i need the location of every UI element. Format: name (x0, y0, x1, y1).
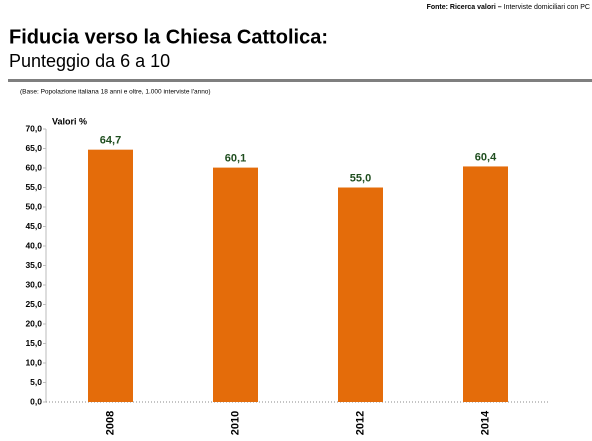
y-tick-label: 65,0 (25, 143, 42, 153)
y-axis-label: Valori % (52, 116, 87, 126)
value-label: 60,4 (475, 151, 497, 163)
y-tick-label: 70,0 (25, 123, 42, 133)
y-tick-label: 35,0 (25, 260, 42, 270)
source-text: Interviste domiciliari con PC (504, 4, 590, 11)
y-tick-label: 15,0 (25, 338, 42, 348)
chart: Fonte: Ricerca valori – Interviste domic… (0, 0, 592, 441)
y-tick-label: 25,0 (25, 299, 42, 309)
y-tick-label: 55,0 (25, 182, 42, 192)
y-tick-label: 5,0 (30, 377, 42, 387)
value-label: 60,1 (225, 153, 246, 165)
y-tick-label: 30,0 (25, 279, 42, 289)
x-tick-label: 2008 (104, 411, 116, 435)
bar (213, 168, 258, 402)
x-tick-label: 2014 (479, 410, 491, 435)
separator (8, 79, 592, 82)
x-tick-label: 2010 (229, 411, 241, 435)
y-tick-label: 0,0 (30, 396, 42, 406)
x-tick-label: 2012 (354, 411, 366, 435)
y-tick-label: 40,0 (25, 240, 42, 250)
value-label: 64,7 (100, 135, 121, 147)
y-tick-label: 50,0 (25, 201, 42, 211)
y-tick-label: 60,0 (25, 162, 42, 172)
value-label: 55,0 (350, 172, 371, 184)
note: (Base: Popolazione italiana 18 anni e ol… (20, 89, 211, 96)
y-tick-label: 20,0 (25, 318, 42, 328)
y-tick-label: 45,0 (25, 221, 42, 231)
source-bold: Fonte: Ricerca valori – (427, 4, 502, 11)
bar (88, 150, 133, 402)
source: Fonte: Ricerca valori – Interviste domic… (427, 4, 590, 11)
bar (338, 188, 383, 403)
bar (463, 166, 508, 402)
chart-title: Fiducia verso la Chiesa Cattolica: (9, 26, 328, 48)
y-tick-label: 10,0 (25, 357, 42, 367)
chart-subtitle: Punteggio da 6 a 10 (9, 51, 170, 71)
